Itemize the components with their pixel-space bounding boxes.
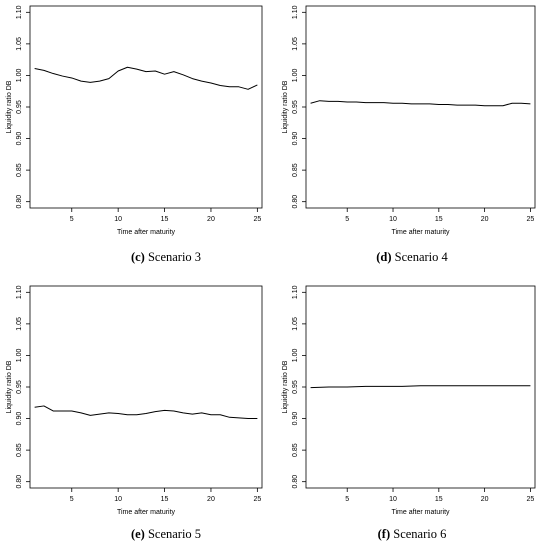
y-axis-label: Liquidity ratio DB (6, 360, 13, 413)
x-tick-label: 10 (389, 216, 397, 223)
y-tick-label: 0.85 (292, 443, 299, 457)
x-tick-label: 10 (114, 216, 122, 223)
x-tick-label: 25 (253, 496, 261, 503)
y-tick-label: 1.00 (16, 349, 23, 363)
y-tick-label: 0.80 (16, 195, 23, 209)
y-tick-label: 1.10 (292, 5, 299, 19)
caption-letter: (c) (130, 250, 145, 264)
y-tick-label: 0.85 (292, 163, 299, 177)
chart-panel-2: 0.80 0.85 0.90 0.95 1.00 1.05 1.10 5 10 15 20 25 Tim… (282, 5, 536, 236)
y-tick-label: 1.00 (16, 69, 23, 83)
x-axis-label: Time after maturity (391, 509, 450, 516)
x-tick-label: 20 (481, 496, 489, 503)
caption-letter: (d) (376, 250, 392, 264)
caption-text: Scenario 4 (394, 250, 448, 264)
y-tick-label: 0.80 (292, 195, 299, 209)
y-tick-label: 0.80 (16, 475, 23, 489)
x-tick-label: 5 (70, 496, 74, 503)
x-tick-label: 15 (435, 216, 443, 223)
y-axis-label: Liquidity ratio DB (282, 80, 289, 133)
plot-frame (29, 285, 263, 489)
y-tick-label: 0.85 (16, 443, 23, 457)
chart-panel-3: 0.80 0.85 0.90 0.95 1.00 1.05 1.10 5 10 15 20 25 Tim… (6, 285, 263, 516)
y-tick-label: 1.05 (16, 317, 23, 331)
y-tick-label: 1.00 (292, 69, 299, 83)
y-tick-label: 0.90 (16, 412, 23, 426)
y-tick-label: 0.90 (16, 132, 23, 146)
y-tick-label: 0.90 (292, 412, 299, 426)
x-tick-label: 25 (527, 216, 535, 223)
x-axis-label: Time after maturity (117, 509, 176, 516)
y-tick-label: 1.10 (292, 285, 299, 299)
series-line-1 (310, 385, 531, 389)
x-tick-label: 25 (253, 216, 261, 223)
y-tick-label: 1.10 (16, 5, 23, 19)
panel-caption: (c) Scenario 3 (66, 250, 266, 264)
x-tick-label: 10 (114, 496, 122, 503)
x-tick-label: 20 (207, 496, 215, 503)
x-axis-label: Time after maturity (117, 229, 176, 236)
y-tick-label: 0.95 (16, 100, 23, 114)
y-axis-label: Liquidity ratio DB (282, 360, 289, 413)
series-line-1 (34, 405, 258, 420)
chart-panel-4: 0.80 0.85 0.90 0.95 1.00 1.05 1.10 5 10 15 20 25 Tim… (282, 285, 536, 516)
caption-letter: (e) (130, 527, 145, 541)
caption-text: Scenario 3 (147, 250, 202, 264)
series-line-1 (310, 100, 531, 107)
x-tick-label: 20 (207, 216, 215, 223)
y-tick-label: 0.95 (292, 380, 299, 394)
y-tick-label: 1.00 (292, 349, 299, 363)
chart-panel-1: 0.80 0.85 0.90 0.95 1.00 1.05 1.10 5 10 15 20 25 Tim… (6, 5, 263, 236)
plot-frame (305, 5, 536, 209)
panel-caption: (d) Scenario 4 (312, 250, 512, 264)
x-tick-label: 5 (345, 216, 349, 223)
x-tick-label: 15 (161, 496, 169, 503)
x-tick-label: 15 (435, 496, 443, 503)
plot-frame (29, 5, 263, 209)
x-tick-label: 5 (345, 496, 349, 503)
x-axis-label: Time after maturity (391, 229, 450, 236)
series-line-1 (34, 66, 258, 90)
caption-text: Scenario 5 (147, 527, 202, 541)
x-tick-label: 15 (161, 216, 169, 223)
caption-letter: (f) (377, 527, 391, 541)
panel-caption: (e) Scenario 5 (66, 527, 266, 541)
y-tick-label: 1.05 (292, 37, 299, 51)
panel-caption: (f) Scenario 6 (312, 527, 512, 541)
y-tick-label: 1.05 (16, 37, 23, 51)
y-tick-label: 0.95 (292, 100, 299, 114)
y-axis-label: Liquidity ratio DB (6, 80, 13, 133)
y-tick-label: 1.05 (292, 317, 299, 331)
y-tick-label: 0.80 (292, 475, 299, 489)
x-tick-label: 10 (389, 496, 397, 503)
caption-text: Scenario 6 (393, 527, 447, 541)
y-tick-label: 0.85 (16, 163, 23, 177)
y-tick-label: 0.90 (292, 132, 299, 146)
y-tick-label: 0.95 (16, 380, 23, 394)
x-tick-label: 25 (527, 496, 535, 503)
y-tick-label: 1.10 (16, 285, 23, 299)
x-tick-label: 5 (70, 216, 74, 223)
x-tick-label: 20 (481, 216, 489, 223)
